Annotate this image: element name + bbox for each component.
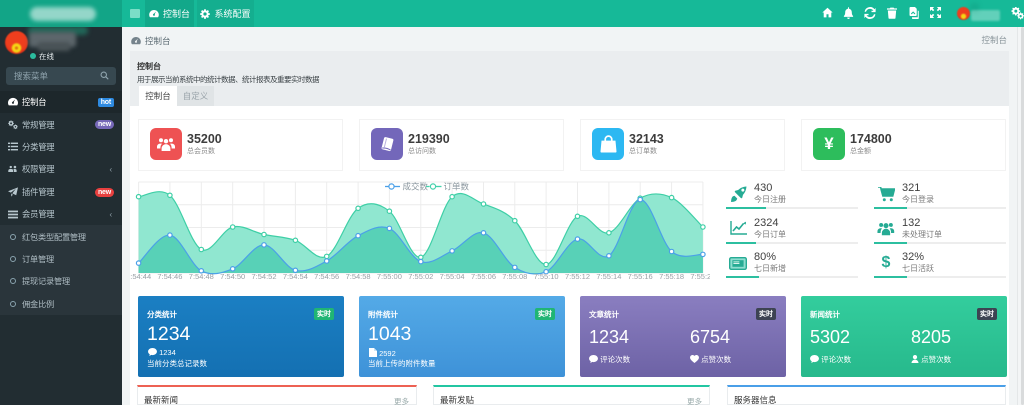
svg-text:7:54:58: 7:54:58	[346, 272, 371, 281]
svg-text:7:55:20: 7:55:20	[690, 272, 710, 281]
svg-text:7:54:56: 7:54:56	[314, 272, 339, 281]
svg-text:7:54:50: 7:54:50	[220, 272, 245, 281]
svg-text:7:55:00: 7:55:00	[377, 272, 402, 281]
svg-text:7:54:52: 7:54:52	[251, 272, 276, 281]
svg-text:7:54:48: 7:54:48	[189, 272, 214, 281]
svg-text:7:55:16: 7:55:16	[628, 272, 653, 281]
svg-text:7:55:04: 7:55:04	[440, 272, 465, 281]
svg-text:7:55:08: 7:55:08	[502, 272, 527, 281]
svg-text:7:55:06: 7:55:06	[471, 272, 496, 281]
svg-text:7:54:44: 7:54:44	[130, 272, 151, 281]
svg-text:7:55:14: 7:55:14	[596, 272, 621, 281]
svg-text:7:54:46: 7:54:46	[157, 272, 182, 281]
svg-text:7:55:18: 7:55:18	[659, 272, 684, 281]
svg-text:成交数: 成交数	[403, 182, 429, 192]
svg-text:订单数: 订单数	[444, 182, 470, 192]
svg-text:7:54:54: 7:54:54	[283, 272, 308, 281]
svg-text:7:55:10: 7:55:10	[534, 272, 559, 281]
svg-text:7:55:02: 7:55:02	[408, 272, 433, 281]
svg-text:7:55:12: 7:55:12	[565, 272, 590, 281]
